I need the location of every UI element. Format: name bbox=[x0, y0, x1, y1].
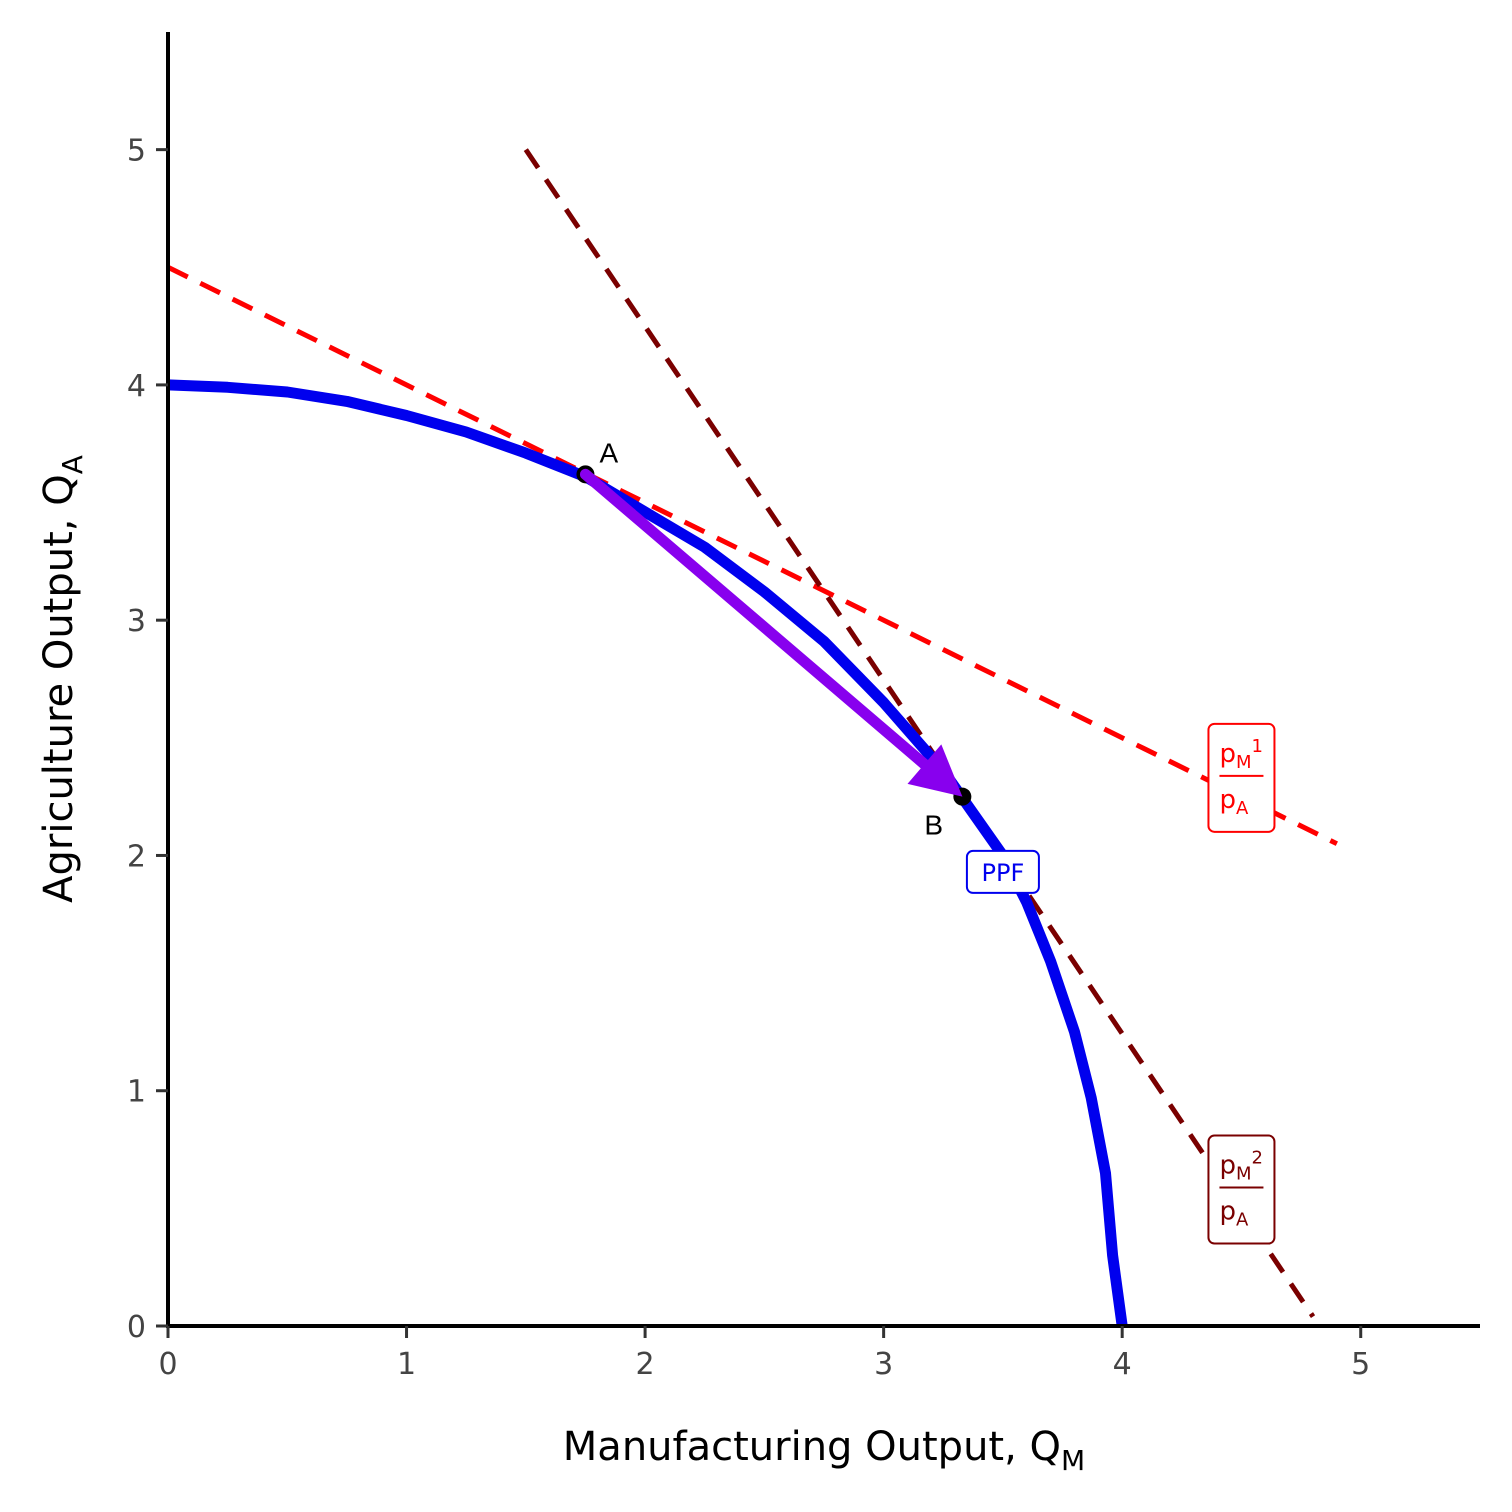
x-tick-label: 5 bbox=[1351, 1347, 1370, 1382]
x-tick-label: 0 bbox=[158, 1347, 177, 1382]
x-tick-label: 1 bbox=[397, 1347, 416, 1382]
arrow-shaft bbox=[579, 468, 930, 770]
arrow-head bbox=[907, 744, 963, 797]
axes: 0 1 2 3 4 5 0 1 2 3 4 5 bbox=[127, 32, 1480, 1382]
y-tick-label: 2 bbox=[127, 839, 146, 874]
ppf-curve bbox=[167, 379, 1128, 1327]
price-ratio-numerator-1: pM1 bbox=[1219, 736, 1263, 773]
y-axis-title: Agriculture Output, QA bbox=[36, 455, 89, 903]
price-ratio-box-2 bbox=[1207, 1134, 1276, 1245]
price-ratio-box-1 bbox=[1207, 722, 1276, 833]
ppf-label-box bbox=[965, 849, 1040, 894]
y-tick-label: 3 bbox=[127, 604, 146, 639]
plot-marks: A B PPF pM1 pA pM2 pA bbox=[166, 148, 1338, 1327]
price-ratio-denominator-1: pA bbox=[1219, 785, 1249, 819]
x-tick-label: 2 bbox=[636, 1347, 655, 1382]
y-tick-label: 4 bbox=[127, 369, 146, 404]
price-ratio-numerator-2: pM2 bbox=[1219, 1148, 1263, 1185]
price-line-2 bbox=[523, 148, 1316, 1318]
ppf-label: PPF bbox=[982, 859, 1025, 887]
x-tick-label: 4 bbox=[1113, 1347, 1132, 1382]
x-tick-label: 3 bbox=[874, 1347, 893, 1382]
y-tick-label: 5 bbox=[127, 134, 146, 169]
y-tick-label: 1 bbox=[127, 1075, 146, 1110]
y-tick-label: 0 bbox=[127, 1310, 146, 1345]
point-label-a: A bbox=[599, 437, 618, 468]
price-line-1 bbox=[166, 265, 1338, 846]
x-axis-title: Manufacturing Output, QM bbox=[563, 1424, 1085, 1477]
price-ratio-denominator-2: pA bbox=[1219, 1197, 1249, 1231]
point-label-b: B bbox=[924, 810, 943, 841]
